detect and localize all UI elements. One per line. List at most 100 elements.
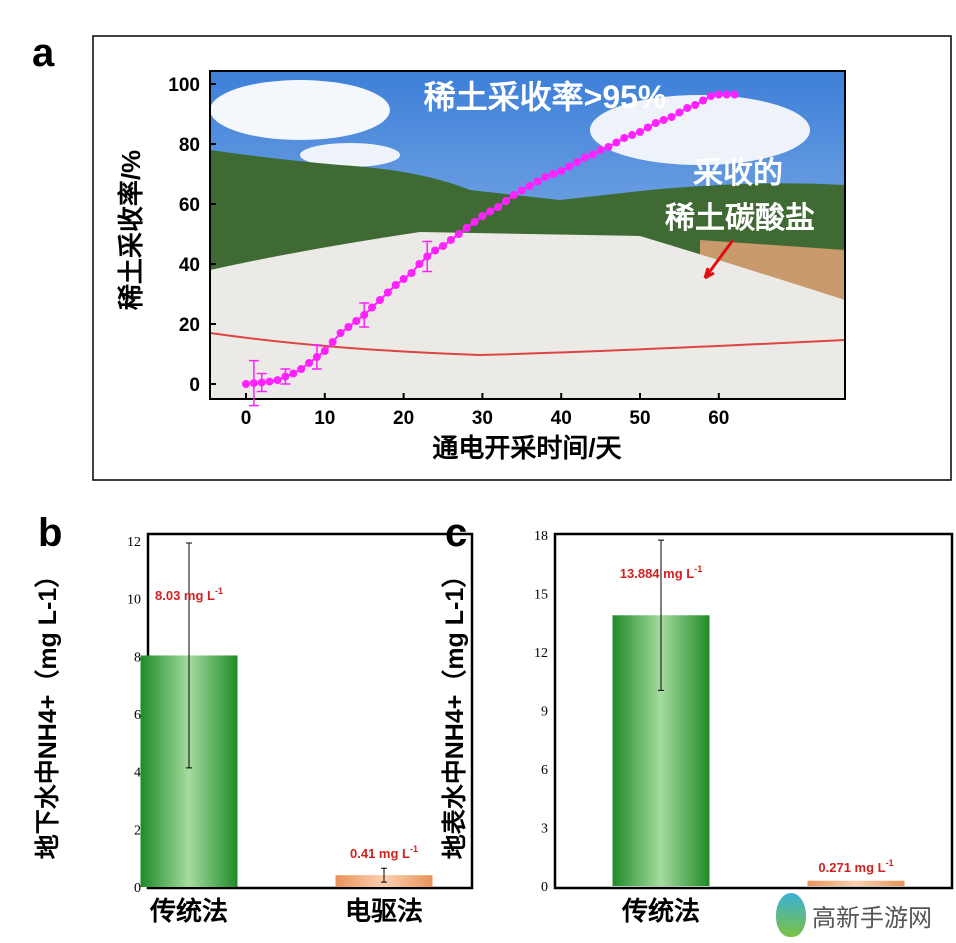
data-point bbox=[620, 134, 629, 142]
y-tick-label: 0 bbox=[189, 375, 200, 396]
photo-tarp bbox=[210, 232, 845, 399]
y-tick-label: 3 bbox=[541, 822, 548, 837]
x-tick-label: 0 bbox=[241, 408, 252, 429]
y-tick-label: 10 bbox=[127, 593, 141, 608]
error-bar bbox=[381, 867, 387, 883]
data-label-superscript: -1 bbox=[886, 858, 894, 868]
data-point bbox=[643, 123, 652, 132]
y-axis-label: 稀土采收率/% bbox=[116, 150, 146, 310]
plot-c-frame bbox=[553, 532, 954, 890]
data-label-superscript: -1 bbox=[410, 844, 418, 854]
data-label-group: 8.03 mg L-1 bbox=[155, 586, 223, 603]
data-label-group: 0.271 mg L-1 bbox=[818, 858, 893, 875]
error-bar bbox=[658, 539, 664, 691]
data-point bbox=[636, 128, 644, 136]
x-category-label: 传统法 bbox=[149, 896, 228, 926]
data-point bbox=[423, 252, 432, 261]
data-point bbox=[446, 236, 455, 244]
data-point bbox=[391, 281, 400, 289]
data-label-group: 13.884 mg L-1 bbox=[620, 564, 702, 581]
data-point bbox=[454, 230, 463, 238]
panel-b-label: b bbox=[38, 511, 62, 555]
data-point bbox=[604, 143, 613, 151]
y-tick-label: 4 bbox=[134, 766, 141, 781]
x-tick-label: 40 bbox=[551, 408, 572, 429]
data-point bbox=[289, 369, 298, 378]
data-point bbox=[557, 167, 566, 175]
data-label: 8.03 mg L bbox=[155, 588, 215, 603]
watermark-text: 高新手游网 bbox=[812, 903, 932, 932]
panel-a-label: a bbox=[32, 31, 55, 75]
data-point bbox=[368, 303, 377, 312]
y-tick-label: 40 bbox=[179, 255, 200, 276]
y-tick-label: 18 bbox=[534, 529, 548, 544]
data-point bbox=[596, 146, 605, 154]
y-tick-label: 20 bbox=[179, 315, 200, 336]
x-tick-label: 60 bbox=[708, 408, 729, 429]
annotation-arrow bbox=[703, 239, 735, 280]
data-point bbox=[336, 329, 345, 337]
data-point bbox=[352, 317, 361, 325]
data-label-superscript: -1 bbox=[215, 586, 223, 596]
plot-a-frame bbox=[209, 70, 846, 400]
data-point bbox=[407, 269, 416, 277]
data-point bbox=[249, 379, 258, 388]
data-label: 0.41 mg L bbox=[350, 846, 410, 861]
data-point bbox=[541, 173, 550, 181]
y-tick-label: 2 bbox=[134, 823, 141, 838]
x-tick-label: 30 bbox=[472, 408, 493, 429]
data-point bbox=[517, 186, 526, 195]
y-tick-label: 6 bbox=[134, 708, 141, 723]
data-point bbox=[683, 104, 692, 112]
y-tick-label: 9 bbox=[541, 705, 548, 720]
cloud bbox=[590, 95, 810, 165]
data-point bbox=[312, 353, 321, 361]
data-point bbox=[588, 150, 597, 159]
data-point bbox=[533, 177, 542, 186]
x-tick-label: 10 bbox=[314, 408, 335, 429]
data-point bbox=[478, 212, 487, 220]
data-point bbox=[415, 260, 424, 268]
data-point bbox=[360, 311, 369, 319]
data-point bbox=[242, 380, 250, 388]
y-tick-label: 12 bbox=[534, 646, 548, 661]
data-point bbox=[470, 218, 479, 226]
data-point bbox=[730, 90, 739, 99]
y-tick-label: 0 bbox=[134, 881, 141, 896]
x-category-label: 电驱法 bbox=[345, 896, 423, 926]
data-point bbox=[328, 338, 337, 346]
data-point bbox=[565, 162, 574, 171]
photo-cable bbox=[209, 332, 846, 357]
data-label-group: 0.41 mg L-1 bbox=[350, 844, 418, 861]
data-point bbox=[706, 92, 715, 100]
y-tick-label: 8 bbox=[134, 650, 141, 665]
y-tick-label: 80 bbox=[179, 135, 200, 156]
data-point bbox=[431, 246, 440, 255]
y-tick-label: 60 bbox=[179, 195, 200, 216]
data-point bbox=[265, 377, 274, 386]
data-point bbox=[714, 90, 723, 99]
cloud bbox=[210, 80, 390, 140]
y-axis-label: 地表水中NH4+（mg L-1） bbox=[440, 563, 469, 860]
data-point bbox=[257, 378, 266, 387]
y-tick-label: 15 bbox=[534, 588, 548, 603]
x-axis-label: 通电开采时间/天 bbox=[432, 433, 621, 463]
data-point bbox=[502, 197, 511, 205]
annotation: 采收的 bbox=[693, 157, 783, 190]
data-point bbox=[572, 158, 581, 166]
data-label: 13.884 mg L bbox=[620, 566, 694, 581]
data-point bbox=[667, 113, 676, 121]
data-point bbox=[344, 323, 353, 331]
data-point bbox=[281, 372, 290, 381]
data-point bbox=[462, 224, 471, 232]
annotation: 稀土采收率>95% bbox=[424, 79, 667, 115]
data-point bbox=[675, 108, 684, 117]
annotation: 稀土碳酸盐 bbox=[665, 202, 815, 235]
data-label: 0.271 mg L bbox=[818, 860, 885, 875]
y-tick-label: 12 bbox=[127, 535, 141, 550]
data-point bbox=[297, 365, 306, 373]
data-point bbox=[659, 116, 668, 124]
data-point bbox=[699, 96, 708, 105]
data-point bbox=[486, 207, 495, 216]
